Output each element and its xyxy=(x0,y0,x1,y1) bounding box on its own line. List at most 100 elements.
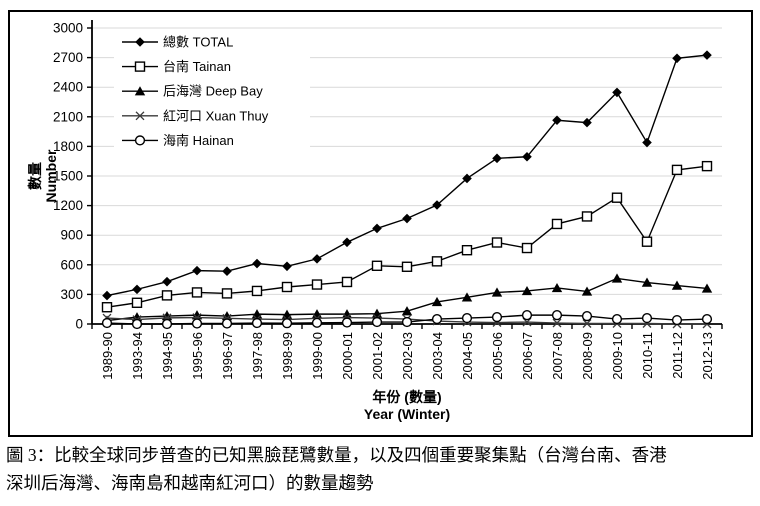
data-point-marker xyxy=(401,316,413,328)
data-point-marker xyxy=(491,237,503,248)
data-point-marker xyxy=(491,311,503,323)
data-point-marker xyxy=(582,319,592,328)
data-point-marker xyxy=(372,223,382,234)
x-tick-label: 2006-07 xyxy=(520,332,535,380)
data-point-marker xyxy=(191,287,203,298)
data-point-marker xyxy=(134,135,146,146)
data-point-marker xyxy=(611,273,623,283)
data-point-marker xyxy=(134,61,146,72)
data-point-marker xyxy=(492,153,502,164)
data-point-marker xyxy=(135,37,145,47)
data-point-marker xyxy=(491,287,503,297)
data-point-marker xyxy=(671,280,683,290)
legend-item-tainan: 台南 Tainan xyxy=(122,59,231,74)
data-point-marker xyxy=(131,297,143,308)
data-point-marker xyxy=(581,286,593,296)
series-markers-tainan xyxy=(101,160,713,313)
data-point-marker xyxy=(341,276,353,288)
data-point-marker xyxy=(641,277,653,287)
data-point-marker xyxy=(582,117,592,128)
y-tick-label: 1800 xyxy=(53,139,83,154)
data-point-marker xyxy=(191,318,203,329)
legend-item-hainan: 海南 Hainan xyxy=(122,133,234,148)
data-point-marker xyxy=(461,244,473,256)
data-point-marker xyxy=(132,284,142,295)
x-tick-label: 1993-94 xyxy=(130,332,145,380)
series-hainan xyxy=(101,310,713,330)
x-tick-label: 2008-09 xyxy=(580,332,595,380)
data-point-marker xyxy=(521,242,533,254)
y-tick-label: 900 xyxy=(60,228,83,243)
data-point-marker xyxy=(611,313,623,325)
data-point-marker xyxy=(282,261,292,272)
data-point-marker xyxy=(521,310,533,321)
data-point-marker xyxy=(341,317,353,328)
data-point-marker xyxy=(671,164,683,176)
data-point-marker xyxy=(101,317,113,329)
legend-label-deep-bay: 后海灣 Deep Bay xyxy=(163,84,263,99)
data-point-marker xyxy=(161,318,173,330)
data-point-marker xyxy=(311,279,323,290)
data-point-marker xyxy=(251,285,263,297)
data-point-marker xyxy=(522,151,532,162)
x-tick-label: 1995-96 xyxy=(190,332,205,380)
data-point-marker xyxy=(461,292,473,302)
data-point-marker xyxy=(612,87,622,98)
legend-label-xuan-thuy: 紅河口 Xuan Thuy xyxy=(163,108,269,123)
x-tick-label: 2002-03 xyxy=(400,332,415,380)
figure-caption-line1: 圖 3：比較全球同步普查的已知黑臉琵鷺數量，以及四個重要聚集點（台灣台南、香港 xyxy=(6,445,667,465)
legend-label-total: 總數 TOTAL xyxy=(163,35,233,50)
data-point-marker xyxy=(431,296,443,307)
x-axis-title: 年份 (數量) Year (Winter) xyxy=(364,389,450,422)
chart-figure-box: 0 300 600 900 1200 1500 1800 2100 2400 2700 3000 19… xyxy=(8,10,753,437)
figure-caption-line2: 深圳后海灣、海南島和越南紅河口）的數量趨勢 xyxy=(6,473,374,493)
x-axis-ticks: 1989-90 1993-94 1994-95 1995-96 1996-97 1997-… xyxy=(91,324,723,380)
legend-background xyxy=(114,32,310,152)
y-tick-label: 2100 xyxy=(53,109,83,124)
data-point-marker xyxy=(461,312,473,324)
data-point-marker xyxy=(551,218,563,230)
legend: 總數 TOTAL 台南 Tainan 后海灣 Deep Bay 紅河口 Xuan Th… xyxy=(114,32,310,152)
y-tick-label: 1200 xyxy=(53,198,83,213)
data-point-marker xyxy=(221,288,233,299)
data-point-marker xyxy=(281,318,293,329)
series-line-tainan xyxy=(106,165,708,308)
x-tick-label: 1994-95 xyxy=(160,332,175,380)
x-tick-label: 1989-90 xyxy=(100,332,115,380)
legend-item-total: 總數 TOTAL xyxy=(122,35,233,50)
data-point-marker xyxy=(642,137,652,148)
data-point-marker xyxy=(431,313,443,325)
data-point-marker xyxy=(221,318,233,329)
series-total xyxy=(102,50,712,301)
data-point-marker xyxy=(341,309,353,319)
data-point-marker xyxy=(161,290,173,301)
y-tick-label: 600 xyxy=(60,257,83,272)
y-tick-label: 1500 xyxy=(53,169,83,184)
data-point-marker xyxy=(432,200,442,210)
data-point-marker xyxy=(552,115,562,126)
data-point-marker xyxy=(551,310,563,321)
y-axis-ticks: 0 300 600 900 1200 1500 1800 2100 2400 2700 3000 xyxy=(53,21,92,332)
series-markers-total xyxy=(102,50,712,301)
data-point-marker xyxy=(222,266,232,277)
data-point-marker xyxy=(251,317,263,329)
data-point-marker xyxy=(402,213,412,224)
data-point-marker xyxy=(462,173,472,184)
data-point-marker xyxy=(101,302,113,313)
legend-item-deep-bay: 后海灣 Deep Bay xyxy=(122,84,263,99)
y-tick-label: 3000 xyxy=(53,21,83,36)
figure-caption: 圖 3：比較全球同步普查的已知黑臉琵鷺數量，以及四個重要聚集點（台灣台南、香港 … xyxy=(6,441,756,497)
x-tick-label: 1997-98 xyxy=(250,332,265,380)
data-point-marker xyxy=(401,261,413,272)
legend-label-hainan: 海南 Hainan xyxy=(163,133,234,148)
data-point-marker xyxy=(701,160,713,172)
data-point-marker xyxy=(671,314,683,326)
y-tick-label: 2700 xyxy=(53,50,83,65)
x-tick-label: 2010-11 xyxy=(640,332,655,379)
x-tick-label: 2007-08 xyxy=(550,332,565,380)
x-tick-label: 2003-04 xyxy=(430,332,445,380)
data-point-marker xyxy=(521,285,533,296)
data-point-marker xyxy=(342,237,352,248)
spoonbill-census-line-chart: 0 300 600 900 1200 1500 1800 2100 2400 2700 3000 19… xyxy=(27,20,723,422)
